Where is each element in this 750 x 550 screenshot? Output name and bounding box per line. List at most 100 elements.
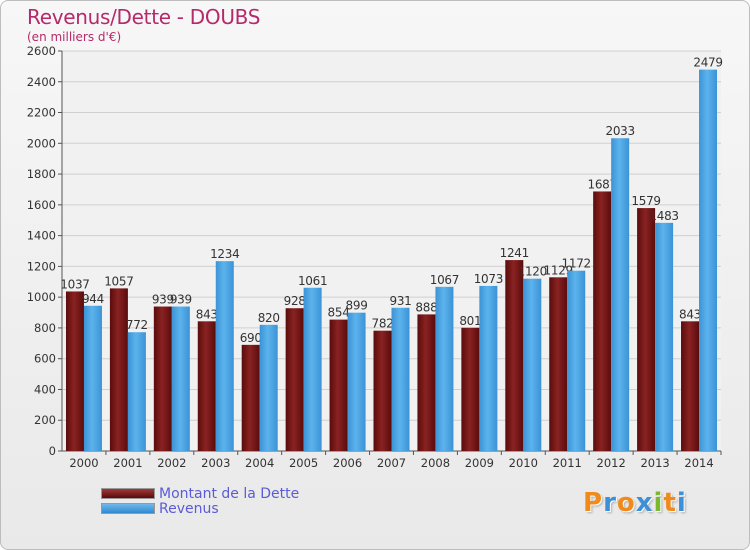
value-label-dette: 1057 (104, 274, 133, 288)
x-tick-label: 2008 (421, 456, 450, 470)
x-tick-label: 2003 (201, 456, 230, 470)
value-label-dette: 888 (415, 300, 437, 314)
legend-label-revenus: Revenus (159, 500, 219, 517)
bar-revenus (83, 305, 102, 451)
x-tick-label: 2013 (640, 456, 669, 470)
value-label-dette: 1579 (631, 194, 660, 208)
chart-subtitle: (en milliers d'€) (27, 30, 122, 44)
value-label-revenus: 1073 (474, 272, 503, 286)
value-label-dette: 801 (459, 314, 481, 328)
bar-revenus (171, 306, 190, 451)
y-tick-label: 400 (34, 382, 56, 396)
value-label-revenus: 931 (389, 294, 411, 308)
value-label-revenus: 820 (258, 311, 280, 325)
value-label-dette: 1687 (587, 177, 616, 191)
bar-dette (549, 277, 568, 451)
bar-revenus (259, 324, 278, 451)
value-label-revenus: 899 (346, 299, 368, 313)
bar-revenus (523, 278, 542, 451)
bar-dette (681, 321, 700, 451)
bar-dette (329, 319, 348, 451)
x-tick-label: 2004 (245, 456, 274, 470)
bar-dette (241, 344, 260, 451)
value-label-revenus: 1061 (298, 274, 327, 288)
legend-swatch-dette (101, 488, 155, 499)
value-label-revenus: 2033 (605, 124, 634, 138)
value-label-dette: 854 (328, 306, 350, 320)
value-label-revenus: 2479 (693, 56, 722, 70)
chart-title: Revenus/Dette - DOUBS (27, 5, 261, 29)
value-label-dette: 843 (196, 307, 218, 321)
bar-dette (417, 314, 436, 451)
legend-item-revenus: Revenus (101, 500, 299, 517)
bar-revenus (435, 286, 454, 451)
x-tick-label: 2012 (597, 456, 626, 470)
proxiti-logo: Proxiti (583, 488, 687, 518)
value-label-dette: 690 (240, 331, 262, 345)
logo-letter: o (616, 488, 636, 518)
x-tick-label: 2006 (333, 456, 362, 470)
y-tick-label: 2600 (27, 44, 56, 58)
y-tick-label: 2400 (27, 75, 56, 89)
bar-revenus (655, 222, 674, 451)
value-label-revenus: 1234 (210, 247, 239, 261)
bar-dette (109, 288, 128, 451)
bar-dette (593, 191, 612, 451)
value-label-revenus: 1483 (649, 209, 678, 223)
value-label-revenus: 1067 (430, 273, 459, 287)
legend-swatch-revenus (101, 503, 155, 514)
value-label-revenus: 944 (82, 292, 104, 306)
x-tick-label: 2001 (113, 456, 142, 470)
value-label-revenus: 1120 (518, 265, 547, 279)
value-label-dette: 1037 (60, 277, 89, 291)
value-label-dette: 939 (152, 293, 174, 307)
x-tick-label: 2009 (465, 456, 494, 470)
value-label-revenus: 939 (170, 293, 192, 307)
y-tick-label: 0 (49, 444, 56, 458)
value-label-revenus: 772 (126, 318, 148, 332)
bar-dette (373, 330, 392, 451)
x-tick-label: 2011 (553, 456, 582, 470)
bar-revenus (567, 270, 586, 451)
y-tick-label: 1600 (27, 198, 56, 212)
y-tick-label: 2000 (27, 136, 56, 150)
bar-revenus (699, 69, 718, 451)
bar-dette (637, 208, 656, 451)
y-tick-label: 2200 (27, 106, 56, 120)
x-tick-label: 2007 (377, 456, 406, 470)
y-tick-label: 1800 (27, 167, 56, 181)
value-label-revenus: 1172 (562, 257, 591, 271)
legend-item-dette: Montant de la Dette (101, 485, 300, 502)
y-tick-label: 200 (34, 413, 56, 427)
bar-revenus (347, 312, 366, 451)
y-tick-label: 800 (34, 321, 56, 335)
legend: Montant de la Dette Revenus (101, 485, 300, 517)
value-label-dette: 1129 (544, 263, 573, 277)
bar-revenus (303, 287, 322, 451)
bar-dette (65, 291, 84, 451)
logo-letter: i (653, 488, 664, 518)
value-label-dette: 1241 (500, 246, 529, 260)
x-tick-label: 2005 (289, 456, 318, 470)
x-tick-label: 2010 (509, 456, 538, 470)
logo-letter: r (603, 488, 617, 518)
legend-label-dette: Montant de la Dette (159, 485, 300, 502)
y-tick-label: 1400 (27, 229, 56, 243)
bar-revenus (215, 261, 234, 451)
bar-revenus (127, 332, 146, 451)
bar-revenus (391, 307, 410, 451)
bar-revenus (611, 138, 630, 451)
bar-dette (197, 321, 216, 451)
logo-letter: i (676, 488, 687, 518)
bar-dette (285, 308, 304, 451)
x-tick-label: 2002 (157, 456, 186, 470)
value-label-dette: 782 (371, 317, 393, 331)
bar-dette (153, 306, 172, 451)
y-tick-label: 1000 (27, 290, 56, 304)
bar-dette (461, 327, 480, 451)
value-label-dette: 928 (284, 294, 306, 308)
logo-letter: P (583, 488, 604, 518)
y-tick-label: 1200 (27, 259, 56, 273)
